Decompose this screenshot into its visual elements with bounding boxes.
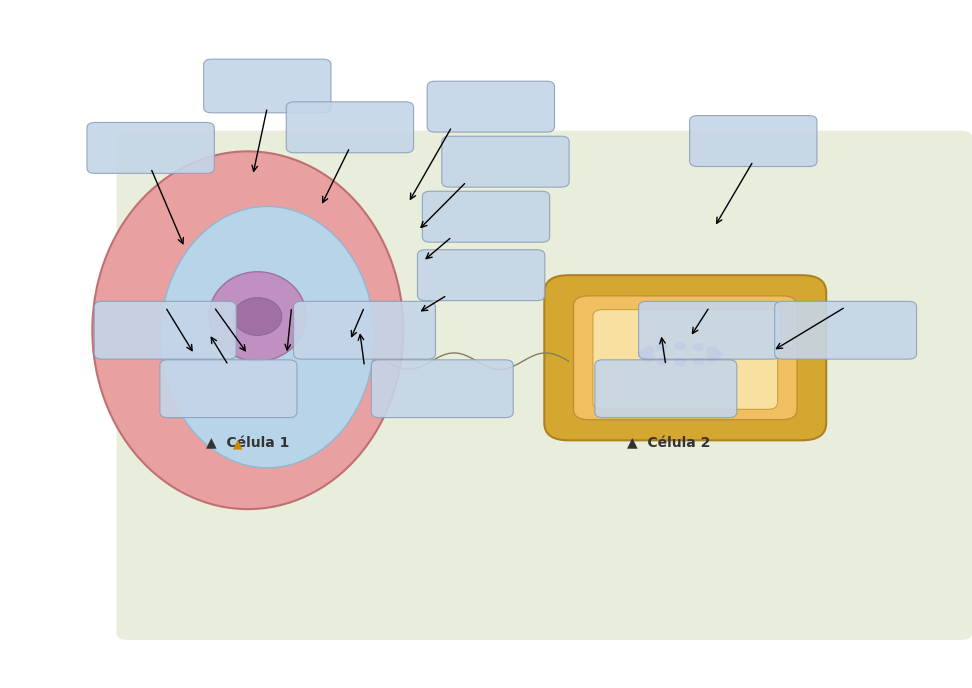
Ellipse shape — [209, 272, 306, 361]
FancyBboxPatch shape — [595, 360, 737, 418]
FancyBboxPatch shape — [418, 250, 544, 301]
FancyBboxPatch shape — [371, 360, 513, 418]
Circle shape — [693, 357, 705, 365]
Circle shape — [638, 350, 649, 358]
Circle shape — [643, 354, 655, 363]
Circle shape — [706, 354, 717, 363]
Text: ▲  Célula 1: ▲ Célula 1 — [206, 437, 290, 451]
FancyBboxPatch shape — [87, 122, 214, 173]
FancyBboxPatch shape — [294, 301, 435, 359]
Circle shape — [693, 343, 705, 352]
Ellipse shape — [160, 206, 374, 468]
FancyBboxPatch shape — [573, 296, 797, 420]
FancyBboxPatch shape — [117, 131, 972, 640]
FancyBboxPatch shape — [94, 301, 236, 359]
Text: ▲  Célula 2: ▲ Célula 2 — [627, 437, 711, 451]
FancyBboxPatch shape — [441, 136, 570, 187]
Circle shape — [706, 346, 717, 354]
FancyBboxPatch shape — [0, 0, 972, 55]
Circle shape — [711, 350, 722, 358]
FancyBboxPatch shape — [422, 191, 550, 242]
Ellipse shape — [92, 151, 403, 509]
FancyBboxPatch shape — [593, 310, 778, 409]
Circle shape — [675, 342, 686, 350]
FancyBboxPatch shape — [639, 301, 781, 359]
Ellipse shape — [233, 297, 282, 336]
FancyBboxPatch shape — [775, 301, 917, 359]
FancyBboxPatch shape — [159, 360, 297, 418]
Text: ▲: ▲ — [233, 438, 243, 450]
Circle shape — [656, 357, 668, 365]
FancyBboxPatch shape — [428, 81, 554, 132]
FancyBboxPatch shape — [544, 275, 826, 440]
FancyBboxPatch shape — [690, 116, 816, 166]
Circle shape — [656, 343, 668, 352]
FancyBboxPatch shape — [286, 102, 413, 153]
Circle shape — [675, 358, 686, 367]
Circle shape — [643, 346, 655, 354]
FancyBboxPatch shape — [204, 59, 330, 113]
